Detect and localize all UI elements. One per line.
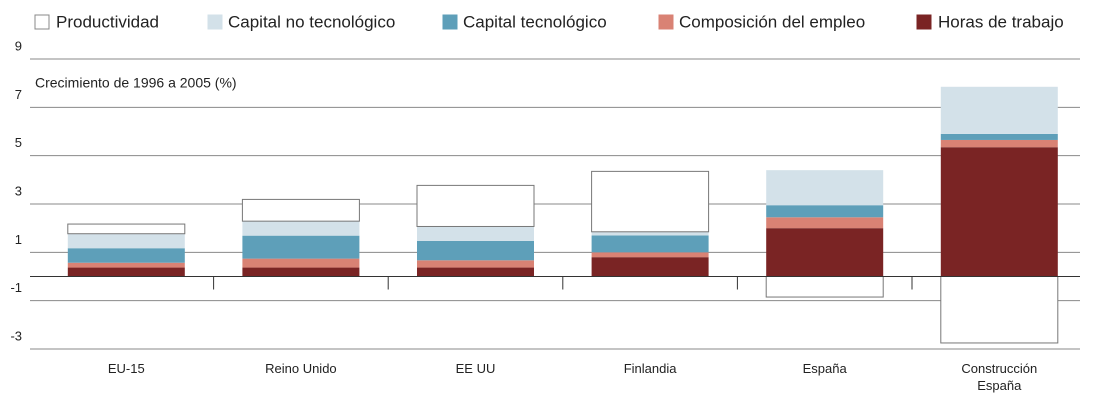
x-tick-label: EU-15	[107, 361, 145, 376]
bar-segment	[940, 86, 1058, 134]
legend-swatch	[442, 14, 458, 30]
x-tick-label: Reino Unido	[265, 361, 337, 376]
legend-swatch	[34, 14, 50, 30]
bar-segment	[67, 267, 185, 277]
bar-segment	[417, 226, 534, 241]
bar-segment	[591, 257, 709, 277]
x-tick-label: Construcción España	[961, 361, 1038, 393]
bar-segment	[766, 205, 884, 218]
bar-segment	[242, 221, 360, 236]
bar-segment	[765, 276, 884, 298]
legend-label: Capital tecnológico	[463, 12, 607, 31]
bar-segment	[67, 223, 186, 235]
bar-segment	[416, 184, 535, 227]
x-tick-label: EE UU	[455, 361, 496, 376]
legend-swatch	[207, 14, 223, 30]
bar-segment	[417, 267, 534, 277]
bar-segment	[591, 170, 710, 233]
bar-segment	[940, 133, 1058, 140]
bar-segment	[591, 231, 709, 236]
legend-label: Productividad	[56, 12, 159, 31]
y-tick-label: 5	[15, 135, 22, 150]
bar-segment	[766, 170, 884, 206]
chart-subtitle: Crecimiento de 1996 a 2005 (%)	[35, 75, 237, 91]
x-tick-label: España	[802, 361, 847, 376]
y-tick-label: 9	[15, 38, 22, 53]
bar-segment	[67, 233, 185, 249]
bar-segment	[241, 198, 360, 222]
bar-segment	[67, 262, 185, 268]
bar-segment	[940, 147, 1058, 277]
bar-segment	[591, 235, 709, 253]
y-tick-label: 3	[15, 183, 22, 198]
bar-segment	[67, 248, 185, 263]
legend-label: Composición del empleo	[679, 12, 865, 31]
bar-segment	[940, 276, 1059, 344]
y-tick-label: -1	[10, 280, 22, 295]
bar-segment	[242, 258, 360, 268]
bar-segment	[417, 260, 534, 268]
legend-label: Capital no tecnológico	[228, 12, 395, 31]
y-tick-label: -3	[10, 328, 22, 343]
x-tick-label: Finlandia	[623, 361, 677, 376]
bar-segment	[940, 139, 1058, 148]
y-tick-label: 1	[15, 232, 22, 247]
bar-segment	[242, 235, 360, 259]
y-tick-label: 7	[15, 87, 22, 102]
legend-swatch	[658, 14, 674, 30]
legend-swatch	[916, 14, 932, 30]
bar-segment	[417, 240, 534, 261]
legend-label: Horas de trabajo	[938, 12, 1064, 31]
bar-segment	[242, 267, 360, 277]
bar-segment	[766, 217, 884, 229]
bar-segment	[591, 252, 709, 258]
bar-segment	[766, 228, 884, 277]
